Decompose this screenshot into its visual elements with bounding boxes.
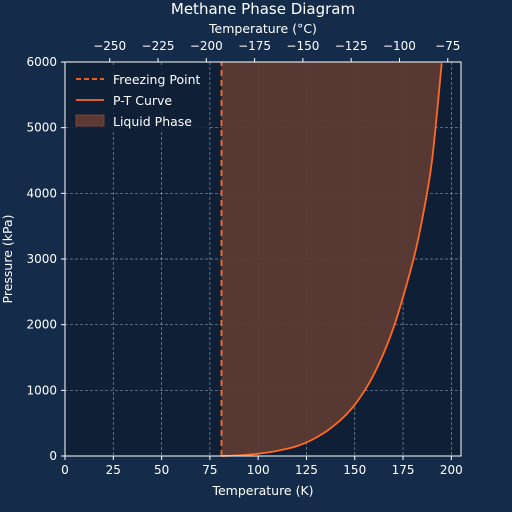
legend-label-liquid-phase: Liquid Phase <box>113 114 192 129</box>
legend-swatch-liquid-phase <box>75 114 105 127</box>
pt-curve-line <box>221 63 443 457</box>
x-axis-label: Temperature (K) <box>211 483 313 498</box>
y-axis-label: Pressure (kPa) <box>0 215 15 304</box>
secondary-x-tick-label: −250 <box>93 39 126 53</box>
x-axis-ticks: 0 25 50 75 100 125 150 175 200 <box>61 456 463 477</box>
secondary-x-tick-label: −200 <box>190 39 223 53</box>
y-tick-label: 0 <box>49 449 57 463</box>
legend-label-freezing-point: Freezing Point <box>113 72 201 87</box>
y-axis-ticks: 0 1000 2000 3000 4000 5000 6000 <box>26 55 65 463</box>
x-tick-label: 75 <box>202 463 217 477</box>
secondary-x-axis-ticks: −250 −225 −200 −175 −150 −125 −100 −75 <box>93 39 460 62</box>
chart-title: Methane Phase Diagram <box>171 0 355 18</box>
legend-box <box>70 67 208 131</box>
y-tick-label: 1000 <box>26 383 57 397</box>
x-tick-label: 25 <box>106 463 121 477</box>
secondary-x-tick-label: −75 <box>435 39 460 53</box>
liquid-phase-fill-layer <box>221 62 442 456</box>
x-tick-label: 100 <box>247 463 270 477</box>
x-tick-label: 150 <box>343 463 366 477</box>
y-tick-label: 2000 <box>26 318 57 332</box>
x-tick-label: 0 <box>61 463 69 477</box>
secondary-x-tick-label: −125 <box>335 39 368 53</box>
secondary-x-tick-label: −150 <box>286 39 319 53</box>
secondary-x-tick-label: −100 <box>383 39 416 53</box>
x-tick-label: 200 <box>440 463 463 477</box>
y-tick-label: 3000 <box>26 252 57 266</box>
x-tick-label: 175 <box>392 463 415 477</box>
y-tick-label: 5000 <box>26 121 57 135</box>
series-layer <box>220 62 443 457</box>
secondary-x-tick-label: −225 <box>142 39 175 53</box>
y-tick-label: 6000 <box>26 55 57 69</box>
liquid-phase-area <box>221 62 442 456</box>
x-tick-label: 125 <box>295 463 318 477</box>
x-tick-label: 50 <box>154 463 169 477</box>
secondary-x-axis-label: Temperature (°C) <box>208 21 317 36</box>
legend-label-pt-curve: P-T Curve <box>113 93 172 108</box>
secondary-x-tick-label: −175 <box>238 39 271 53</box>
legend: Freezing Point P-T Curve Liquid Phase <box>70 67 208 131</box>
y-tick-label: 4000 <box>26 186 57 200</box>
